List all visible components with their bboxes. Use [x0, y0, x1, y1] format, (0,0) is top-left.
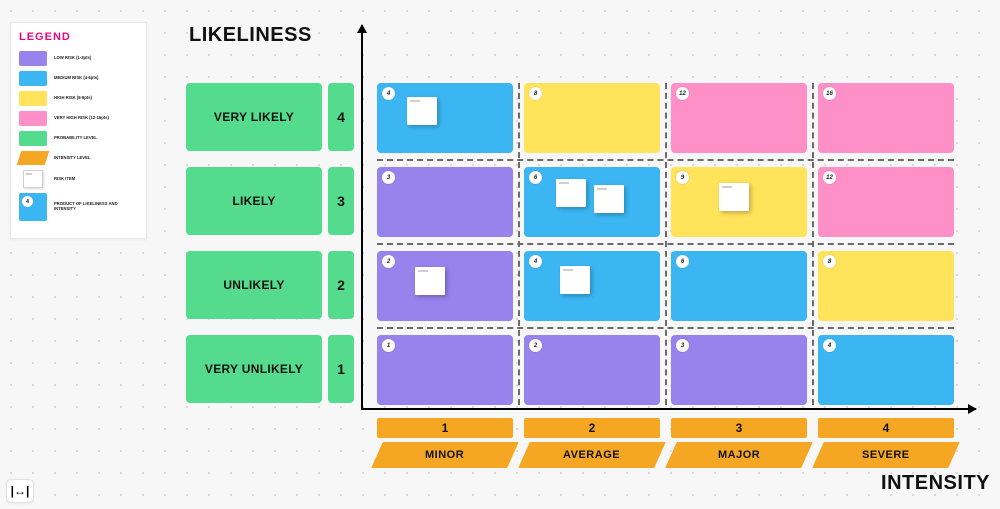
risk-cell-score: 4: [382, 87, 395, 100]
risk-cell-score: 6: [676, 255, 689, 268]
risk-cell[interactable]: 1: [377, 335, 513, 405]
intensity-value: 2: [524, 418, 660, 438]
legend-row: VERY HIGH RISK (12-16pts): [19, 111, 138, 126]
risk-item-card[interactable]: [556, 179, 586, 207]
risk-item-card[interactable]: [415, 267, 445, 295]
legend-row: MEDIUM RISK (4-6pts): [19, 71, 138, 86]
risk-cell-score: 4: [529, 255, 542, 268]
legend-row: PROBABILITY LEVEL: [19, 131, 138, 146]
risk-cell-score: 1: [382, 339, 395, 352]
legend-row: LOW RISK (1-3pts): [19, 51, 138, 66]
risk-cell-score: 2: [382, 255, 395, 268]
likeliness-value: 4: [328, 83, 354, 151]
legend-parallelogram: [17, 151, 50, 165]
risk-cell-score: 12: [676, 87, 689, 100]
risk-cell-score: 16: [823, 87, 836, 100]
likeliness-value: 3: [328, 167, 354, 235]
risk-cell-score: 8: [823, 255, 836, 268]
legend-row: 4 PRODUCT OF LIKELINESS AND INTENSITY: [19, 193, 138, 221]
risk-cell[interactable]: 6: [671, 251, 807, 321]
likeliness-value: 2: [328, 251, 354, 319]
legend-label: INTENSITY LEVEL: [54, 156, 90, 161]
intensity-value: 1: [377, 418, 513, 438]
risk-cell[interactable]: 3: [671, 335, 807, 405]
intensity-label: MAJOR: [665, 442, 813, 468]
risk-cell[interactable]: 8: [524, 83, 660, 153]
risk-cell[interactable]: 12: [818, 167, 954, 237]
legend-panel: LEGEND LOW RISK (1-3pts) MEDIUM RISK (4-6…: [10, 22, 147, 239]
risk-cell-score: 9: [676, 171, 689, 184]
legend-swatch: [19, 91, 47, 106]
risk-cell[interactable]: 6: [524, 167, 660, 237]
legend-title: LEGEND: [19, 31, 138, 43]
risk-cell[interactable]: 8: [818, 251, 954, 321]
x-axis-line: [361, 408, 976, 410]
risk-cell-score: 3: [676, 339, 689, 352]
intensity-label: SEVERE: [812, 442, 960, 468]
legend-swatch: [19, 111, 47, 126]
risk-cell-score: 12: [823, 171, 836, 184]
likeliness-label: VERY LIKELY: [186, 83, 322, 151]
likeliness-label: LIKELY: [186, 167, 322, 235]
legend-swatch: [19, 51, 47, 66]
risk-matrix-grid: 4812163691224681234: [377, 83, 953, 403]
likeliness-label: UNLIKELY: [186, 251, 322, 319]
legend-label: PROBABILITY LEVEL: [54, 136, 97, 141]
legend-label: VERY HIGH RISK (12-16pts): [54, 116, 109, 121]
legend-label: HIGH RISK (8-9pts): [54, 96, 92, 101]
risk-item-card[interactable]: [407, 97, 437, 125]
y-axis-title: LIKELINESS: [189, 24, 312, 47]
risk-cell[interactable]: 16: [818, 83, 954, 153]
legend-risk-item-icon: [23, 170, 43, 188]
risk-cell[interactable]: 2: [524, 335, 660, 405]
intensity-value: 4: [818, 418, 954, 438]
risk-cell[interactable]: 4: [524, 251, 660, 321]
intensity-label: MINOR: [371, 442, 519, 468]
risk-cell[interactable]: 4: [377, 83, 513, 153]
intensity-label: AVERAGE: [518, 442, 666, 468]
fit-width-button[interactable]: |↔|: [6, 479, 34, 503]
risk-cell-score: 3: [382, 171, 395, 184]
legend-row: INTENSITY LEVEL: [19, 151, 138, 165]
risk-cell[interactable]: 12: [671, 83, 807, 153]
risk-cell-score: 8: [529, 87, 542, 100]
legend-label: MEDIUM RISK (4-6pts): [54, 76, 98, 81]
likeliness-label: VERY UNLIKELY: [186, 335, 322, 403]
x-axis-title: INTENSITY: [881, 472, 990, 495]
risk-item-card[interactable]: [719, 183, 749, 211]
legend-swatch: [19, 131, 47, 146]
y-axis-line: [361, 25, 363, 409]
risk-cell[interactable]: 2: [377, 251, 513, 321]
risk-cell-score: 6: [529, 171, 542, 184]
legend-label: RISK ITEM: [54, 177, 75, 182]
risk-cell-score: 4: [823, 339, 836, 352]
legend-label: PRODUCT OF LIKELINESS AND INTENSITY: [54, 202, 138, 211]
legend-row: RISK ITEM: [19, 170, 138, 188]
risk-cell[interactable]: 9: [671, 167, 807, 237]
risk-item-card[interactable]: [594, 185, 624, 213]
legend-swatch: [19, 71, 47, 86]
legend-row: HIGH RISK (8-9pts): [19, 91, 138, 106]
risk-item-card[interactable]: [560, 266, 590, 294]
risk-cell[interactable]: 4: [818, 335, 954, 405]
risk-cell-score: 2: [529, 339, 542, 352]
risk-cell[interactable]: 3: [377, 167, 513, 237]
likeliness-value: 1: [328, 335, 354, 403]
legend-product-block: 4: [19, 193, 47, 221]
legend-label: LOW RISK (1-3pts): [54, 56, 91, 61]
intensity-value: 3: [671, 418, 807, 438]
